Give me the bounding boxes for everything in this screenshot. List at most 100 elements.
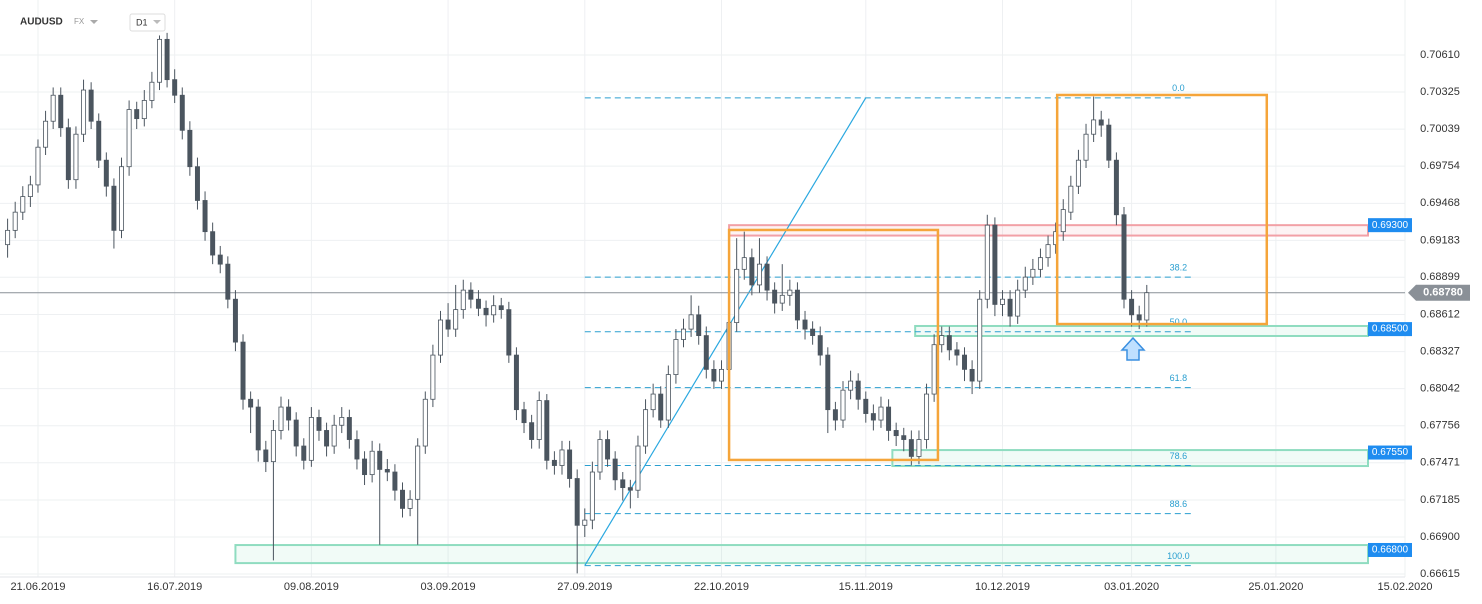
candles xyxy=(5,32,1150,574)
candle-body xyxy=(475,298,481,309)
candle-body xyxy=(324,430,330,447)
candle-body xyxy=(734,268,740,324)
candle-body xyxy=(506,309,512,356)
x-tick-label: 25.01.2020 xyxy=(1248,581,1303,593)
y-tick-label: 0.67756 xyxy=(1420,420,1460,432)
candle-body xyxy=(81,89,87,135)
fib-label: 50.0 xyxy=(1170,317,1188,327)
candle-body xyxy=(582,519,588,526)
level-tag xyxy=(1368,445,1412,460)
candle-body xyxy=(172,79,178,96)
candle-body xyxy=(567,449,573,479)
candle-body xyxy=(536,400,542,440)
candle-body xyxy=(96,120,102,161)
zone xyxy=(914,324,1369,337)
current-price-tag xyxy=(1408,284,1470,301)
candle-body xyxy=(665,374,671,421)
level-label: 0.69300 xyxy=(1372,220,1409,231)
x-tick-label: 03.09.2019 xyxy=(421,581,476,593)
symbol: AUDUSD xyxy=(20,17,63,28)
candle-body xyxy=(643,409,649,447)
candle-body xyxy=(658,393,664,421)
candle-body xyxy=(513,354,519,411)
y-tick-label: 0.69183 xyxy=(1420,234,1460,246)
candle-body xyxy=(35,146,41,186)
candle-body xyxy=(749,257,755,286)
zone xyxy=(891,449,1369,468)
timeframe-dropdown[interactable] xyxy=(153,20,161,24)
candle-body xyxy=(141,100,147,120)
fib-label: 61.8 xyxy=(1170,373,1188,383)
candle-body xyxy=(1015,289,1021,317)
candle-body xyxy=(848,380,854,391)
candle-body xyxy=(437,319,443,356)
candle-body xyxy=(551,459,557,466)
candle-body xyxy=(1075,159,1081,187)
candle-body xyxy=(999,298,1005,305)
candle-body xyxy=(1106,124,1112,161)
candle-body xyxy=(422,398,428,447)
candle-body xyxy=(589,471,595,521)
candle-body xyxy=(331,424,337,447)
candle-body xyxy=(346,417,352,440)
y-tick-label: 0.68899 xyxy=(1420,271,1460,283)
level-tag xyxy=(1368,542,1412,557)
candle-body xyxy=(1144,292,1150,321)
y-tick-label: 0.66615 xyxy=(1420,568,1460,580)
candle-body xyxy=(1030,268,1036,278)
candle-body xyxy=(908,439,914,457)
candle-body xyxy=(992,224,998,305)
candle-body xyxy=(27,184,33,197)
candle-body xyxy=(164,38,170,81)
candle-body xyxy=(939,335,945,346)
plot xyxy=(0,97,1405,567)
grid: 0.70610 0.70325 0.70039 0.69754 0.69468 0.691… xyxy=(0,0,1460,593)
market[interactable]: FX xyxy=(74,17,85,26)
candle-body xyxy=(445,319,451,330)
candle-body xyxy=(278,406,284,431)
candle-body xyxy=(825,354,831,411)
x-tick-label: 22.10.2019 xyxy=(694,581,749,593)
candle-body xyxy=(217,254,223,265)
market-dropdown[interactable] xyxy=(90,20,98,24)
candle-body xyxy=(202,200,208,233)
y-tick-label: 0.69754 xyxy=(1420,160,1460,172)
candle-body xyxy=(156,38,162,83)
candle-body xyxy=(453,309,459,330)
candle-body xyxy=(415,445,421,500)
candle-body xyxy=(893,430,899,437)
candle-body xyxy=(756,263,762,286)
fib-label: 0.0 xyxy=(1172,83,1185,93)
x-tick-label: 27.09.2019 xyxy=(557,581,612,593)
candle-body xyxy=(369,450,375,476)
candle-body xyxy=(931,344,937,395)
candle-body xyxy=(772,289,778,304)
candle-body xyxy=(232,298,238,343)
candle-body xyxy=(1083,133,1089,161)
candle-body xyxy=(832,409,838,421)
candle-body xyxy=(119,166,125,231)
x-tick-label: 10.12.2019 xyxy=(975,581,1030,593)
candle-body xyxy=(673,339,679,375)
candle-body xyxy=(88,89,94,122)
timeframe[interactable]: D1 xyxy=(136,17,148,27)
candle-body xyxy=(362,458,368,476)
candle-body xyxy=(612,458,618,481)
level-tag xyxy=(1368,218,1412,233)
candle-body xyxy=(840,389,846,421)
fib-label: 38.2 xyxy=(1170,263,1188,273)
candle-body xyxy=(301,445,307,461)
candle-body xyxy=(392,471,398,491)
candle-body xyxy=(688,314,694,330)
x-tick-label: 15.02.2020 xyxy=(1377,581,1432,593)
candle-body xyxy=(855,380,861,400)
candle-body xyxy=(954,349,960,356)
candle-body xyxy=(544,400,550,461)
y-tick-label: 0.68612 xyxy=(1420,308,1460,320)
timeframe-button[interactable] xyxy=(129,13,166,32)
candle-body xyxy=(255,406,261,451)
candle-body xyxy=(263,449,269,463)
candle-body xyxy=(1121,214,1127,300)
